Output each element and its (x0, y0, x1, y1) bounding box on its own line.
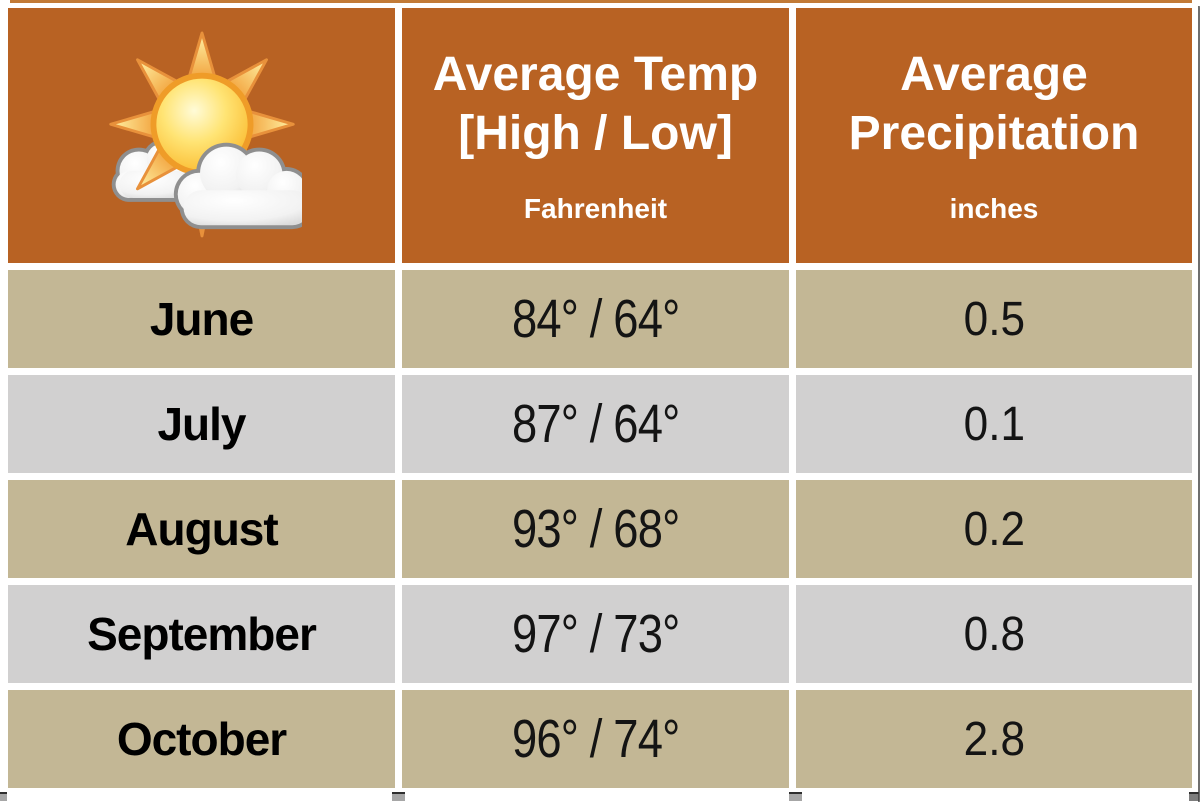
precip-cell-july: 0.1 (796, 375, 1192, 473)
header-cell-temp: Average Temp [High / Low] Fahrenheit (402, 8, 789, 263)
month-cell-september: September (8, 585, 395, 683)
precip-value: 0.5 (963, 292, 1025, 346)
temp-cell-september: 97° / 73° (402, 585, 789, 683)
temp-cell-june: 84° / 64° (402, 270, 789, 368)
precip-value: 2.8 (963, 712, 1025, 766)
precip-value: 0.1 (963, 397, 1025, 451)
month-cell-august: August (8, 480, 395, 578)
temp-value: 96° / 74° (511, 709, 680, 769)
month-cell-october: October (8, 690, 395, 788)
table-resize-handle-col1[interactable] (392, 792, 405, 801)
header-cell-precip: Average Precipitation inches (796, 8, 1192, 263)
table-top-border (10, 0, 1192, 3)
temp-cell-august: 93° / 68° (402, 480, 789, 578)
temp-column-title: Average Temp [High / Low] (432, 47, 759, 160)
month-cell-june: June (8, 270, 395, 368)
precip-column-title: Average Precipitation (848, 47, 1140, 160)
temp-cell-october: 96° / 74° (402, 690, 789, 788)
weather-table: Average Temp [High / Low] Fahrenheit Ave… (8, 8, 1192, 788)
temp-value: 84° / 64° (511, 289, 680, 349)
temp-value: 93° / 68° (511, 499, 680, 559)
temp-column-unit: Fahrenheit (523, 193, 668, 225)
precip-value: 0.8 (963, 607, 1025, 661)
table-resize-handle-right[interactable] (1189, 792, 1199, 801)
table-resize-handle-col2[interactable] (789, 792, 802, 801)
precip-cell-october: 2.8 (796, 690, 1192, 788)
precip-cell-june: 0.5 (796, 270, 1192, 368)
temp-cell-july: 87° / 64° (402, 375, 789, 473)
screen-right-edge (1198, 6, 1200, 802)
table-resize-handle-left[interactable] (0, 792, 7, 801)
month-cell-july: July (8, 375, 395, 473)
precip-column-unit: inches (949, 193, 1039, 225)
temp-value: 87° / 64° (511, 394, 680, 454)
precip-value: 0.2 (963, 502, 1025, 556)
header-cell-icon (8, 8, 395, 263)
precip-cell-september: 0.8 (796, 585, 1192, 683)
temp-value: 97° / 73° (511, 604, 680, 664)
sun-behind-clouds-icon (102, 27, 318, 239)
precip-cell-august: 0.2 (796, 480, 1192, 578)
